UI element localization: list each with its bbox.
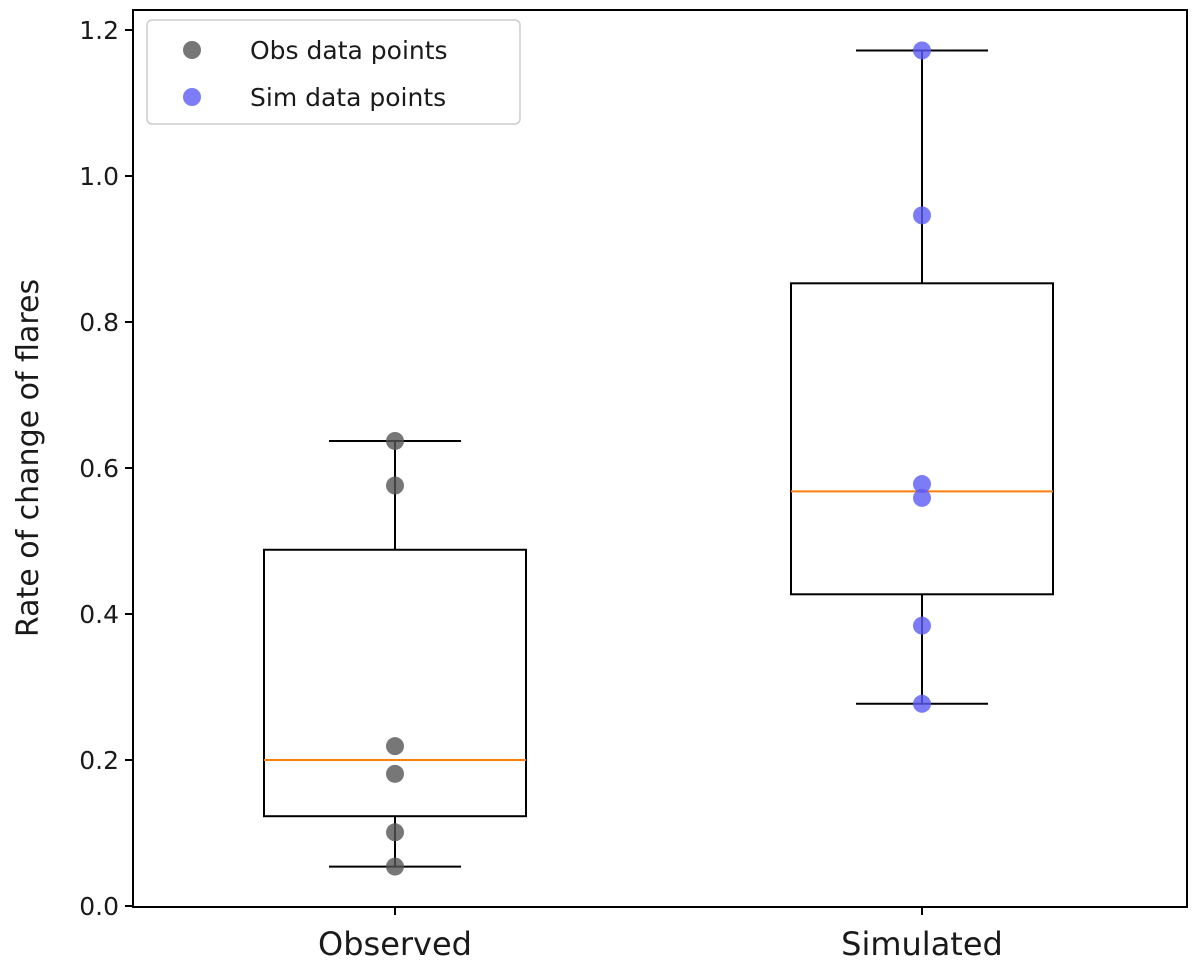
- data-point-simulated: [913, 475, 931, 494]
- legend: Obs data points Sim data points: [146, 19, 521, 125]
- legend-label-sim: Sim data points: [250, 83, 446, 112]
- plot-area: [132, 9, 1188, 908]
- data-point-simulated: [913, 206, 931, 225]
- x-tick-label-observed: Observed: [318, 925, 472, 963]
- y-tick-label: 1.2: [79, 16, 119, 45]
- box-observed: [263, 548, 527, 818]
- boxes-layer: [263, 49, 1054, 868]
- y-tick-label: 0.8: [79, 308, 119, 337]
- legend-label-obs: Obs data points: [250, 36, 448, 65]
- data-point-simulated: [913, 41, 931, 60]
- axis-layer: 0.0 0.2 0.4 0.6 0.8 1.0 1.2 Observed Simulated: [79, 16, 1003, 963]
- y-tick-label: 0.6: [79, 454, 119, 483]
- x-tick-label-simulated: Simulated: [841, 925, 1003, 963]
- legend-frame: [146, 19, 521, 125]
- data-point-simulated: [913, 616, 931, 635]
- box-simulated: [790, 282, 1054, 596]
- y-tick-label: 0.2: [79, 746, 119, 775]
- data-point-observed: [386, 476, 404, 495]
- y-tick-label: 1.0: [79, 162, 119, 191]
- data-point-observed: [386, 737, 404, 756]
- data-point-observed: [386, 857, 404, 876]
- data-point-observed: [386, 431, 404, 450]
- data-point-simulated: [913, 694, 931, 713]
- y-tick-label: 0.4: [79, 600, 119, 629]
- y-tick-label: 0.0: [79, 892, 119, 921]
- data-point-observed: [386, 823, 404, 842]
- data-point-observed: [386, 764, 404, 783]
- points-layer: [386, 41, 931, 876]
- y-axis-title: Rate of change of flares: [11, 279, 46, 637]
- data-point-simulated: [913, 488, 931, 507]
- legend-marker-obs: [183, 41, 201, 59]
- legend-marker-sim: [183, 88, 201, 106]
